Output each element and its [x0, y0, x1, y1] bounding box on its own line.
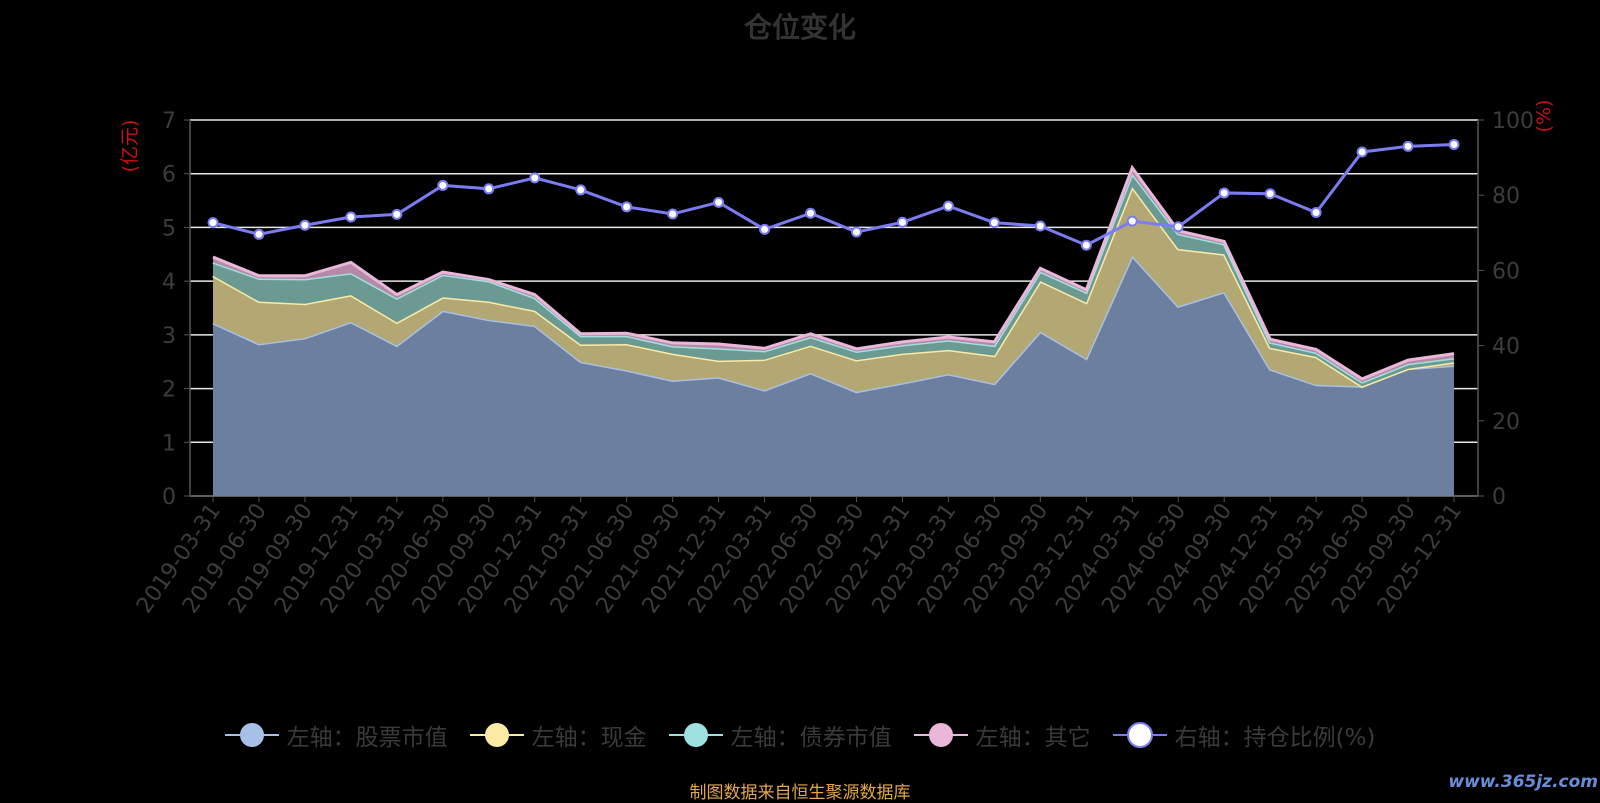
area-bond: [213, 173, 1454, 387]
y-left-tick-label: 1: [162, 431, 176, 456]
ratio-point: [1126, 215, 1138, 227]
line-other: [212, 164, 1455, 381]
y-left-tick-label: 0: [162, 485, 176, 510]
y-left-tick-label: 4: [162, 270, 176, 295]
area-stock: [213, 255, 1454, 496]
ratio-point: [1310, 206, 1322, 218]
legend-stock-symbol-icon: [224, 723, 279, 747]
y-right-axis-label: (%): [1533, 100, 1555, 133]
y-right-tick-label: 60: [1492, 259, 1520, 284]
legend-cash-symbol-icon: [469, 723, 524, 747]
legend-other-symbol-icon: [913, 723, 968, 747]
watermark: www.365jz.com: [1448, 772, 1598, 792]
legend-bond-symbol-icon: [668, 723, 723, 747]
ratio-point: [1356, 146, 1368, 158]
legend-label: 左轴：其它: [975, 725, 1091, 751]
ratio-point: [391, 208, 403, 220]
legend-item-bond[interactable]: 左轴：债券市值: [668, 718, 892, 752]
y-right-tick-label: 0: [1492, 485, 1506, 510]
ratio-point: [1034, 220, 1046, 232]
ratio-point: [850, 226, 862, 238]
area-cash: [213, 187, 1454, 392]
y-left-tick-label: 2: [162, 378, 176, 403]
y-right-tick-label: 100: [1492, 109, 1534, 134]
y-right-tick-label: 40: [1492, 335, 1520, 360]
ratio-point: [759, 223, 771, 235]
ratio-point: [207, 217, 219, 229]
ratio-point: [1448, 138, 1460, 150]
y-left-tick-label: 3: [162, 324, 176, 349]
area-other: [213, 167, 1454, 383]
y-left-tick-label: 7: [162, 109, 176, 134]
ratio-point: [299, 219, 311, 231]
y-left-tick-label: 6: [162, 163, 176, 188]
chart-title: 仓位变化: [743, 11, 856, 44]
y-left-tick-label: 5: [162, 216, 176, 241]
legend: 左轴：股票市值 左轴：现金 左轴：债券市值 左轴：其它 右轴：持仓比例(%): [0, 718, 1600, 752]
y-right-tick-label: 80: [1492, 184, 1520, 209]
legend-ratio-symbol-icon: [1112, 722, 1167, 748]
line-ratio: [212, 142, 1455, 247]
ratio-point: [529, 172, 541, 184]
y-left-axis-label: (亿元): [119, 120, 141, 173]
legend-item-stock[interactable]: 左轴：股票市值: [224, 718, 448, 752]
ratio-point: [1218, 187, 1230, 199]
legend-label: 左轴：现金: [531, 725, 647, 751]
ratio-point: [713, 196, 725, 208]
ratio-point: [437, 179, 449, 191]
ratio-point: [942, 200, 954, 212]
ratio-point: [345, 211, 357, 223]
legend-label: 右轴：持仓比例(%): [1174, 725, 1376, 751]
ratio-point: [667, 208, 679, 220]
ratio-point: [1172, 221, 1184, 233]
legend-label: 左轴：债券市值: [730, 725, 892, 751]
source-note: 制图数据来自恒生聚源数据库: [689, 783, 911, 803]
legend-label: 左轴：股票市值: [286, 725, 448, 751]
ratio-point: [253, 228, 265, 240]
legend-item-other[interactable]: 左轴：其它: [913, 718, 1091, 752]
ratio-point: [1080, 239, 1092, 251]
ratio-point: [483, 183, 495, 195]
ratio-point: [575, 184, 587, 196]
ratio-point: [805, 207, 817, 219]
y-right-tick-label: 20: [1492, 410, 1520, 435]
ratio-point: [896, 216, 908, 228]
ratio-point: [1264, 188, 1276, 200]
ratio-point: [1402, 140, 1414, 152]
ratio-point: [621, 201, 633, 213]
ratio-point: [988, 217, 1000, 229]
legend-item-cash[interactable]: 左轴：现金: [469, 718, 647, 752]
legend-item-ratio[interactable]: 右轴：持仓比例(%): [1112, 718, 1376, 752]
